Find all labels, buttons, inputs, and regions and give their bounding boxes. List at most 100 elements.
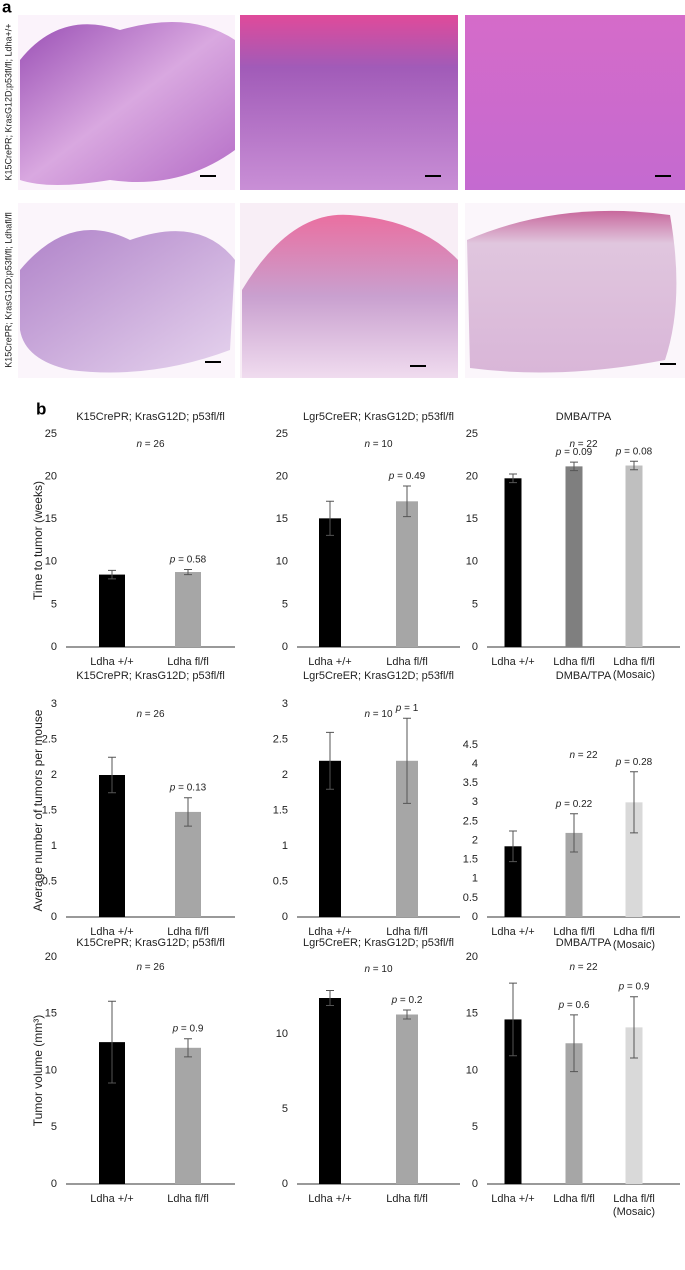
- chart-title: DMBA/TPA: [556, 670, 612, 682]
- y-tick-label: 5: [51, 1121, 57, 1133]
- p-label: p = 0.9: [618, 981, 650, 992]
- n-label: n = 22: [569, 750, 598, 761]
- y-tick-label: 5: [282, 598, 288, 610]
- n-label: n = 22: [569, 439, 598, 450]
- y-tick-label: 0: [282, 911, 288, 923]
- chart-title: Lgr5CreER; KrasG12D; p53fl/fl: [303, 937, 454, 949]
- x-tick-label: Ldha +/+: [491, 656, 534, 668]
- error-bar: [630, 996, 638, 1059]
- row-label: K15CrePR; KrasG12D;p53fl/fl; Ldha+/+: [3, 23, 13, 180]
- y-tick-label: 10: [466, 556, 478, 568]
- image: [240, 15, 458, 190]
- y-tick-label: 15: [466, 1008, 478, 1020]
- y-tick-label: 5: [472, 598, 478, 610]
- y-tick-label: 3: [282, 698, 288, 710]
- n-label: n = 26: [136, 962, 165, 973]
- x-tick-label: Ldha +/+: [90, 1193, 133, 1205]
- x-tick-label: Ldha fl/fl: [386, 926, 428, 938]
- y-tick-label: 5: [282, 1103, 288, 1115]
- y-tick-label: 0: [282, 1178, 288, 1190]
- y-tick-label: 4: [472, 758, 478, 770]
- y-tick-label: 25: [45, 428, 57, 440]
- y-tick-label: 10: [466, 1064, 478, 1076]
- bar: [99, 574, 125, 647]
- error-bar: [570, 461, 578, 472]
- x-tick-label: Ldha fl/fl: [167, 926, 209, 938]
- error-bar: [630, 771, 638, 834]
- y-tick-label: 0.5: [463, 892, 478, 904]
- chart-title: K15CrePR; KrasG12D; p53fl/fl: [76, 937, 225, 949]
- error-bar: [630, 460, 638, 471]
- y-tick-label: 0: [472, 911, 478, 923]
- y-tick-label: 20: [466, 471, 478, 483]
- scale-bar: [655, 175, 671, 177]
- scale-bar: [200, 175, 216, 177]
- x-tick-label: Ldha +/+: [308, 656, 351, 668]
- x-tick-label: Ldha fl/fl (Mosaic): [613, 926, 655, 951]
- bar: [504, 1019, 522, 1184]
- bar: [175, 572, 201, 647]
- histology-images: [18, 15, 685, 378]
- scale-bar: [660, 363, 676, 365]
- chart-title: DMBA/TPA: [556, 411, 612, 423]
- error-bar: [509, 982, 517, 1057]
- y-tick-label: 10: [45, 556, 57, 568]
- y-tick-label: 1: [472, 873, 478, 885]
- p-label: p = 0.6: [558, 1000, 590, 1011]
- chart-title: DMBA/TPA: [556, 937, 612, 949]
- y-tick-label: 0: [472, 1178, 478, 1190]
- y-tick-label: 25: [466, 428, 478, 440]
- y-tick-label: 2.5: [463, 815, 478, 827]
- y-tick-label: 0: [51, 641, 57, 653]
- y-tick-label: 20: [45, 951, 57, 963]
- x-tick-label: Ldha fl/fl: [553, 1193, 595, 1205]
- x-tick-label: Ldha +/+: [491, 926, 534, 938]
- panel-label: b: [36, 399, 46, 418]
- y-tick-label: 3: [51, 698, 57, 710]
- bar: [319, 998, 341, 1184]
- bar: [504, 478, 522, 647]
- y-tick-label: 25: [276, 428, 288, 440]
- bar: [565, 466, 583, 647]
- x-tick-label: Ldha fl/fl: [553, 656, 595, 668]
- scale-bar: [425, 175, 441, 177]
- error-bar: [403, 717, 411, 804]
- x-tick-label: Ldha fl/fl (Mosaic): [613, 1193, 655, 1218]
- y-tick-label: 15: [45, 1008, 57, 1020]
- y-tick-label: 2.5: [42, 733, 57, 745]
- y-tick-label: 1: [282, 840, 288, 852]
- error-bar: [326, 990, 334, 1006]
- y-tick-label: 0: [51, 1178, 57, 1190]
- scale-bar: [205, 361, 221, 363]
- n-label: n = 10: [364, 439, 393, 450]
- y-tick-label: 3: [472, 796, 478, 808]
- y-tick-label: 20: [45, 471, 57, 483]
- y-tick-label: 15: [45, 513, 57, 525]
- bar: [396, 501, 418, 647]
- error-bar: [184, 797, 192, 827]
- p-label: p = 0.49: [388, 471, 426, 482]
- x-tick-label: Ldha fl/fl: [553, 926, 595, 938]
- bar: [175, 811, 201, 917]
- y-tick-label: 20: [276, 471, 288, 483]
- p-label: p = 0.22: [555, 798, 593, 809]
- tissue: [20, 22, 235, 185]
- chart-title: Lgr5CreER; KrasG12D; p53fl/fl: [303, 411, 454, 423]
- error-bar: [403, 485, 411, 518]
- y-tick-label: 10: [276, 556, 288, 568]
- x-tick-label: Ldha +/+: [491, 1193, 534, 1205]
- x-tick-label: Ldha fl/fl (Mosaic): [613, 656, 655, 681]
- y-tick-label: 0.5: [273, 875, 288, 887]
- x-tick-label: Ldha +/+: [90, 656, 133, 668]
- y-tick-label: 20: [466, 951, 478, 963]
- tissue: [467, 210, 677, 373]
- p-label: p = 1: [395, 703, 419, 714]
- x-tick-label: Ldha fl/fl: [386, 1193, 428, 1205]
- error-bar: [184, 568, 192, 576]
- y-tick-label: 0.5: [42, 875, 57, 887]
- p-label: p = 0.9: [172, 1023, 204, 1034]
- y-tick-label: 2: [282, 769, 288, 781]
- x-tick-label: Ldha fl/fl: [386, 656, 428, 668]
- panel-label: a: [2, 0, 12, 16]
